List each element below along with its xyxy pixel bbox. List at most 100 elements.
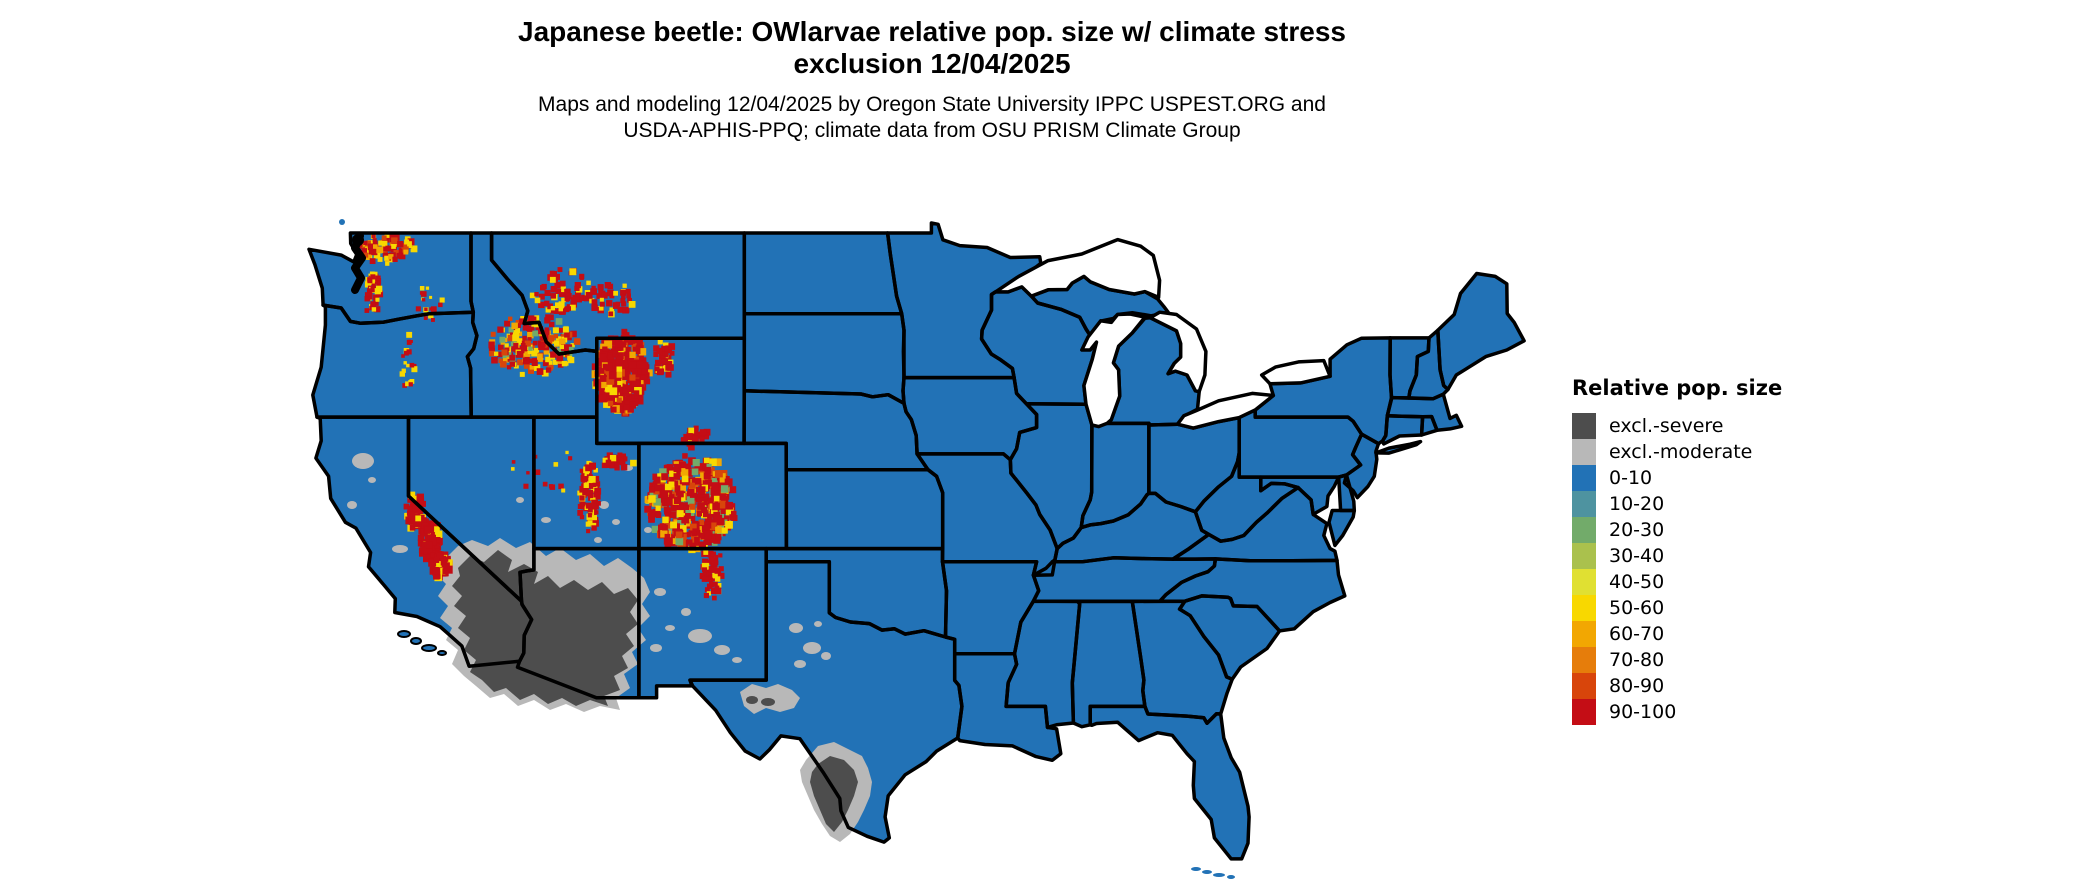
state-fill-md [1260, 477, 1339, 515]
florida-keys [1213, 873, 1225, 877]
state-fill-wi [981, 286, 1097, 405]
legend-row: 40-50 [1572, 569, 1782, 595]
legend-swatch-icon [1572, 673, 1596, 699]
legend-row: 90-100 [1572, 699, 1782, 725]
legend-row: 30-40 [1572, 543, 1782, 569]
state-border-me [1436, 271, 1526, 392]
state-fill-nc [1159, 558, 1345, 631]
legend-label: 0-10 [1609, 467, 1653, 489]
florida-keys [1227, 875, 1235, 879]
legend-row: excl.-moderate [1572, 439, 1782, 465]
state-border-md [1259, 475, 1341, 517]
exclusion-moderate-patch [688, 629, 712, 643]
exclusion-severe-southwest [452, 550, 638, 706]
exclusion-moderate-patch [650, 644, 662, 652]
legend-label: excl.-moderate [1609, 441, 1753, 463]
exclusion-moderate-patch [665, 625, 675, 631]
legend-row: 70-80 [1572, 647, 1782, 673]
legend-row: 10-20 [1572, 491, 1782, 517]
exclusion-moderate-patch [516, 497, 524, 503]
state-fill-dmv [1329, 510, 1355, 546]
exclusion-moderate-patch [803, 642, 821, 654]
figure-title-line1: Japanese beetle: OWlarvae relative pop. … [518, 16, 1346, 47]
legend-label: excl.-severe [1609, 415, 1724, 437]
legend-row: 50-60 [1572, 595, 1782, 621]
channel-island [437, 650, 447, 656]
state-fill-ne [744, 390, 928, 470]
san-juan-island [339, 219, 345, 225]
florida-keys [1202, 870, 1212, 874]
exclusion-moderate-patch [347, 501, 357, 509]
legend-label: 60-70 [1609, 623, 1665, 645]
figure-subtitle-line2: USDA-APHIS-PPQ; climate data from OSU PR… [623, 119, 1241, 142]
exclusion-severe-south-texas [810, 756, 858, 832]
exclusion-severe-patch [746, 696, 758, 704]
exclusion-moderate-patch [814, 621, 822, 627]
figure-subtitle: Maps and modeling 12/04/2025 by Oregon S… [0, 92, 1864, 144]
legend-label: 70-80 [1609, 649, 1665, 671]
legend-label: 40-50 [1609, 571, 1665, 593]
exclusion-moderate-patch [681, 608, 691, 616]
state-fill-ar [942, 561, 1039, 654]
state-fill-ma [1387, 394, 1462, 431]
puget-sound [351, 232, 366, 294]
lake-superior [993, 237, 1162, 300]
legend-label: 30-40 [1609, 545, 1665, 567]
exclusion-severe-patch [761, 698, 775, 706]
state-fill-wv [1195, 452, 1299, 542]
state-fill-fl [1090, 706, 1250, 859]
exclusion-moderate-patch [541, 517, 551, 523]
channel-island [397, 630, 411, 638]
legend-row: 60-70 [1572, 621, 1782, 647]
exclusion-moderate-patch [599, 501, 609, 509]
exclusion-moderate-patch [392, 545, 408, 553]
state-border-dmv [1327, 508, 1357, 548]
legend-row: 20-30 [1572, 517, 1782, 543]
state-fill-nd [744, 233, 902, 314]
legend-swatch-icon [1572, 517, 1596, 543]
state-fill-sc [1179, 595, 1280, 680]
state-fill-mil [1107, 317, 1200, 425]
state-border-li [1374, 439, 1423, 455]
state-fill-mo [917, 453, 1058, 576]
state-fill-ms [1006, 601, 1080, 728]
exclusion-moderate-patch [612, 519, 620, 525]
legend-label: 90-100 [1609, 701, 1677, 723]
figure-title-line2: exclusion 12/04/2025 [793, 48, 1071, 79]
puget-sound [352, 234, 364, 246]
exclusion-zones [347, 453, 872, 842]
exclusion-moderate-patch [654, 588, 666, 596]
legend-title: Relative pop. size [1572, 376, 1783, 400]
legend-swatch-icon [1572, 491, 1596, 517]
legend-swatch-icon [1572, 543, 1596, 569]
state-fill-mn [887, 223, 1041, 378]
channel-island [410, 637, 422, 645]
state-fill-or [312, 305, 477, 418]
legend-swatch-icon [1572, 621, 1596, 647]
lake-michigan [1080, 312, 1147, 429]
lake-erie [1175, 391, 1276, 430]
state-fill-ks [786, 469, 943, 549]
state-border-az [515, 546, 641, 700]
legend-row: excl.-severe [1572, 413, 1782, 439]
legend-swatch-icon [1572, 413, 1596, 439]
state-fill-il [1010, 403, 1092, 549]
legend-label: 50-60 [1609, 597, 1665, 619]
exclusion-moderate-patch [352, 453, 374, 469]
exclusion-moderate-patch [644, 527, 652, 533]
state-fills [309, 223, 1525, 859]
exclusion-moderate-patch [368, 477, 376, 483]
state-border-fl [1088, 704, 1251, 861]
exclusion-moderate-patch [821, 652, 831, 660]
state-fill-ind [1081, 423, 1149, 528]
florida-keys [1191, 867, 1201, 871]
state-fill-al [1072, 601, 1145, 727]
legend-swatch-icon [1572, 699, 1596, 725]
lake-huron [1148, 310, 1208, 394]
state-fill-vt [1390, 337, 1429, 398]
state-fill-me [1437, 273, 1525, 390]
state-fill-sd [744, 313, 904, 404]
state-fill-ct [1382, 415, 1423, 444]
state-border-ms [1004, 599, 1082, 730]
